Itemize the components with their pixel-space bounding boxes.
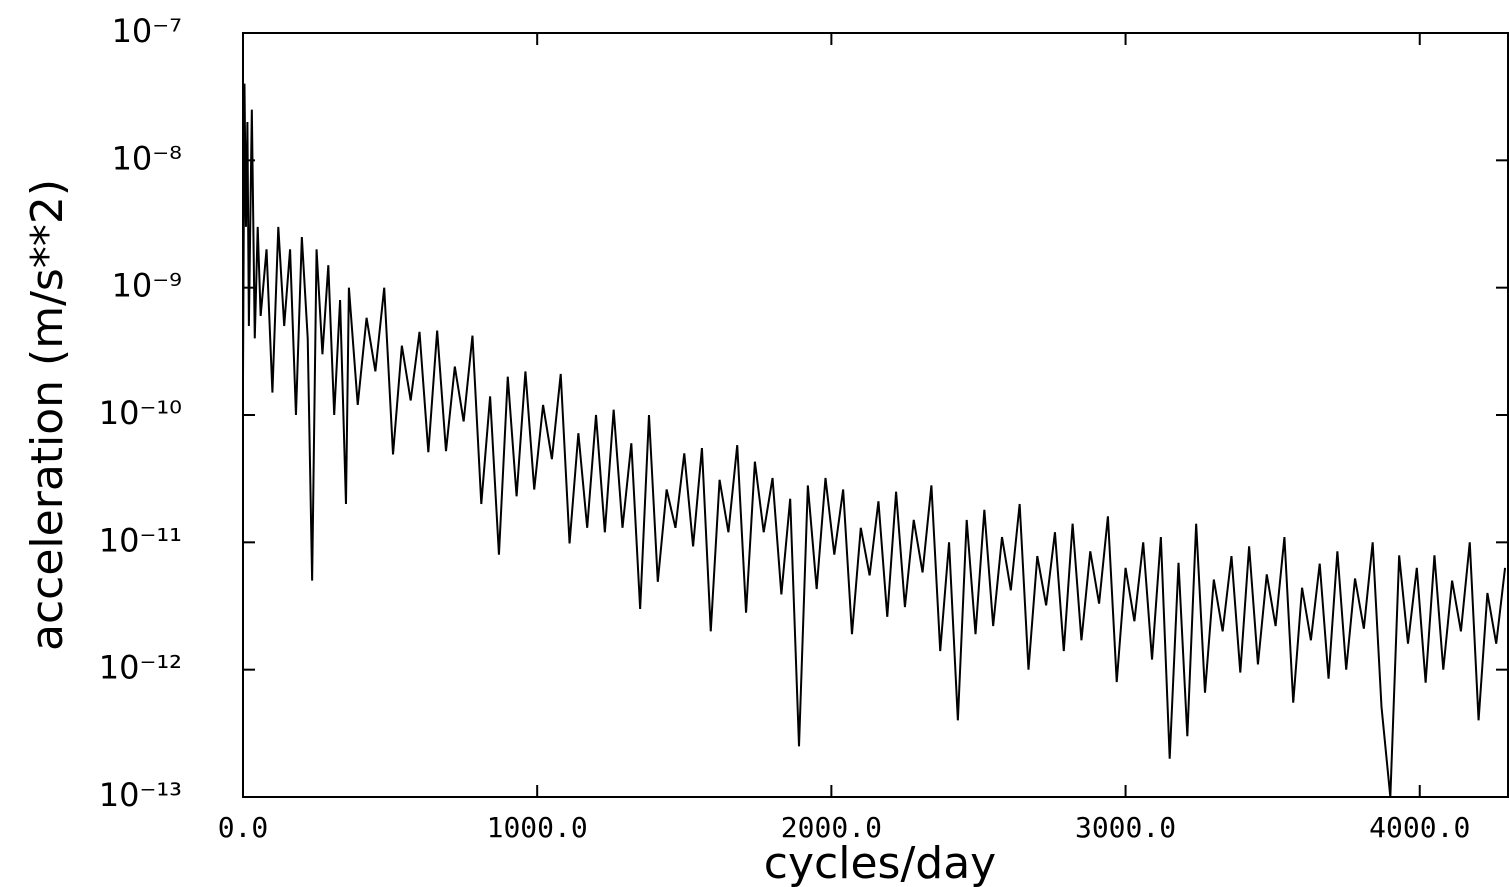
y-tick-label: 10⁻¹² xyxy=(99,649,182,687)
y-tick-label: 10⁻⁸ xyxy=(112,139,182,177)
plot-frame xyxy=(242,32,1509,798)
x-tick-label: 2000.0 xyxy=(781,811,882,844)
y-tick-label: 10⁻⁷ xyxy=(112,12,182,50)
data-line xyxy=(242,83,1507,798)
y-tick-label: 10⁻¹⁰ xyxy=(99,394,182,432)
x-tick-label: 0.0 xyxy=(218,811,269,844)
y-tick-label: 10⁻¹³ xyxy=(99,776,182,814)
y-tick-label: 10⁻⁹ xyxy=(112,267,182,305)
y-axis-title: acceleration (m/s**2) xyxy=(22,179,73,651)
x-tick-label: 1000.0 xyxy=(487,811,588,844)
x-tick-label: 4000.0 xyxy=(1369,811,1470,844)
x-tick-label: 3000.0 xyxy=(1075,811,1176,844)
y-tick-label: 10⁻¹¹ xyxy=(99,521,182,559)
x-axis-title: cycles/day xyxy=(764,838,996,887)
